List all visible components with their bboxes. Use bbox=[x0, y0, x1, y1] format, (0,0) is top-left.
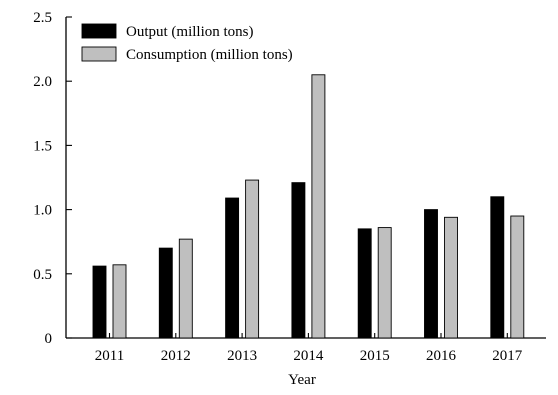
legend-swatch-output bbox=[81, 23, 117, 39]
x-tick-label: 2013 bbox=[227, 348, 257, 364]
legend-label-consumption: Consumption (million tons) bbox=[126, 47, 293, 63]
bar-output-2016 bbox=[424, 209, 438, 339]
bar-consumption-2013 bbox=[245, 179, 260, 339]
y-tick-label: 0.5 bbox=[33, 267, 52, 283]
x-axis: 2011 2012 2013 2014 2015 2016 2017 bbox=[66, 333, 546, 364]
bar-output-2014 bbox=[291, 182, 306, 339]
legend-label-output: Output (million tons) bbox=[126, 24, 254, 40]
y-tick-label: 1.0 bbox=[33, 203, 52, 219]
y-tick-label: 0 bbox=[45, 331, 53, 347]
bar-consumption-2016 bbox=[444, 216, 458, 339]
bars bbox=[92, 74, 525, 339]
y-tick-label: 2.0 bbox=[33, 74, 52, 90]
x-tick-label: 2015 bbox=[360, 348, 390, 364]
y-tick-label: 1.5 bbox=[33, 138, 52, 154]
x-tick-label: 2011 bbox=[95, 348, 124, 364]
bar-consumption-2015 bbox=[377, 227, 392, 339]
y-axis: 0 0.5 1.0 1.5 2.0 2.5 bbox=[33, 10, 72, 347]
bar-output-2012 bbox=[158, 247, 173, 339]
legend-swatch-consumption bbox=[81, 46, 117, 62]
x-axis-title: Year bbox=[288, 372, 316, 388]
bar-output-2017 bbox=[490, 196, 505, 339]
x-tick-label: 2012 bbox=[161, 348, 191, 364]
bar-output-2013 bbox=[225, 197, 240, 339]
bar-consumption-2017 bbox=[510, 215, 525, 339]
y-tick-label: 2.5 bbox=[33, 10, 52, 26]
bar-output-2011 bbox=[92, 265, 107, 339]
bar-consumption-2012 bbox=[178, 238, 193, 339]
bar-output-2015 bbox=[357, 228, 372, 339]
x-tick-label: 2014 bbox=[293, 348, 324, 364]
x-tick-label: 2016 bbox=[426, 348, 457, 364]
bar-consumption-2011 bbox=[112, 264, 127, 339]
x-tick-label: 2017 bbox=[492, 348, 523, 364]
legend: Output (million tons) Consumption (millio… bbox=[81, 23, 293, 63]
bar-consumption-2014 bbox=[311, 74, 326, 339]
